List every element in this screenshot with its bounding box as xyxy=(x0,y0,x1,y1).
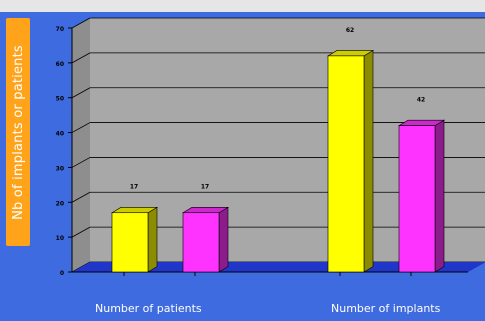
bar-1-0 xyxy=(327,55,365,273)
value-label: 17 xyxy=(130,184,138,191)
bar-side xyxy=(218,206,229,273)
y-tick-label: 30 xyxy=(56,165,64,172)
category-tick-labels xyxy=(123,272,412,276)
bar-0-0 xyxy=(111,212,149,273)
y-tick-label: 70 xyxy=(56,26,64,33)
bar-1-1 xyxy=(398,125,436,273)
y-axis-label: Nb of implants or patients xyxy=(10,44,26,220)
back-wall xyxy=(90,18,485,262)
bar-0-1 xyxy=(182,212,220,273)
grid-line-side xyxy=(71,122,91,133)
grid-line-side xyxy=(71,226,91,238)
grid-line-side xyxy=(71,87,91,99)
bar-side xyxy=(363,49,374,273)
side-wall xyxy=(72,18,90,272)
bar-side xyxy=(147,206,158,273)
value-label: 17 xyxy=(201,184,209,191)
grid-line-side xyxy=(71,191,91,203)
floor-plane xyxy=(72,262,485,272)
bars xyxy=(110,49,446,273)
grid-line-side xyxy=(71,52,91,64)
grid-line-side xyxy=(71,17,91,29)
y-tick-label: 20 xyxy=(56,200,64,207)
y-tick-label: 40 xyxy=(56,131,64,138)
bar-side xyxy=(434,119,445,273)
y-tick-label: 10 xyxy=(56,235,64,242)
y-tick-label: 60 xyxy=(56,61,64,68)
y-tick-label: 50 xyxy=(56,96,64,103)
value-label: 42 xyxy=(417,97,425,104)
group-label-implants: Number of implants xyxy=(331,302,441,315)
y-axis-label-box: Nb of implants or patients xyxy=(6,18,30,246)
y-tick-label: 0 xyxy=(60,270,64,277)
group-label-patients: Number of patients xyxy=(95,302,202,315)
value-labels: 17 17 62 42 xyxy=(130,27,425,191)
y-axis-ticks: 0 10 20 30 40 50 60 70 xyxy=(56,26,73,277)
plot-wall xyxy=(72,18,485,272)
value-label: 62 xyxy=(346,27,354,34)
grid-line-side xyxy=(71,157,91,168)
